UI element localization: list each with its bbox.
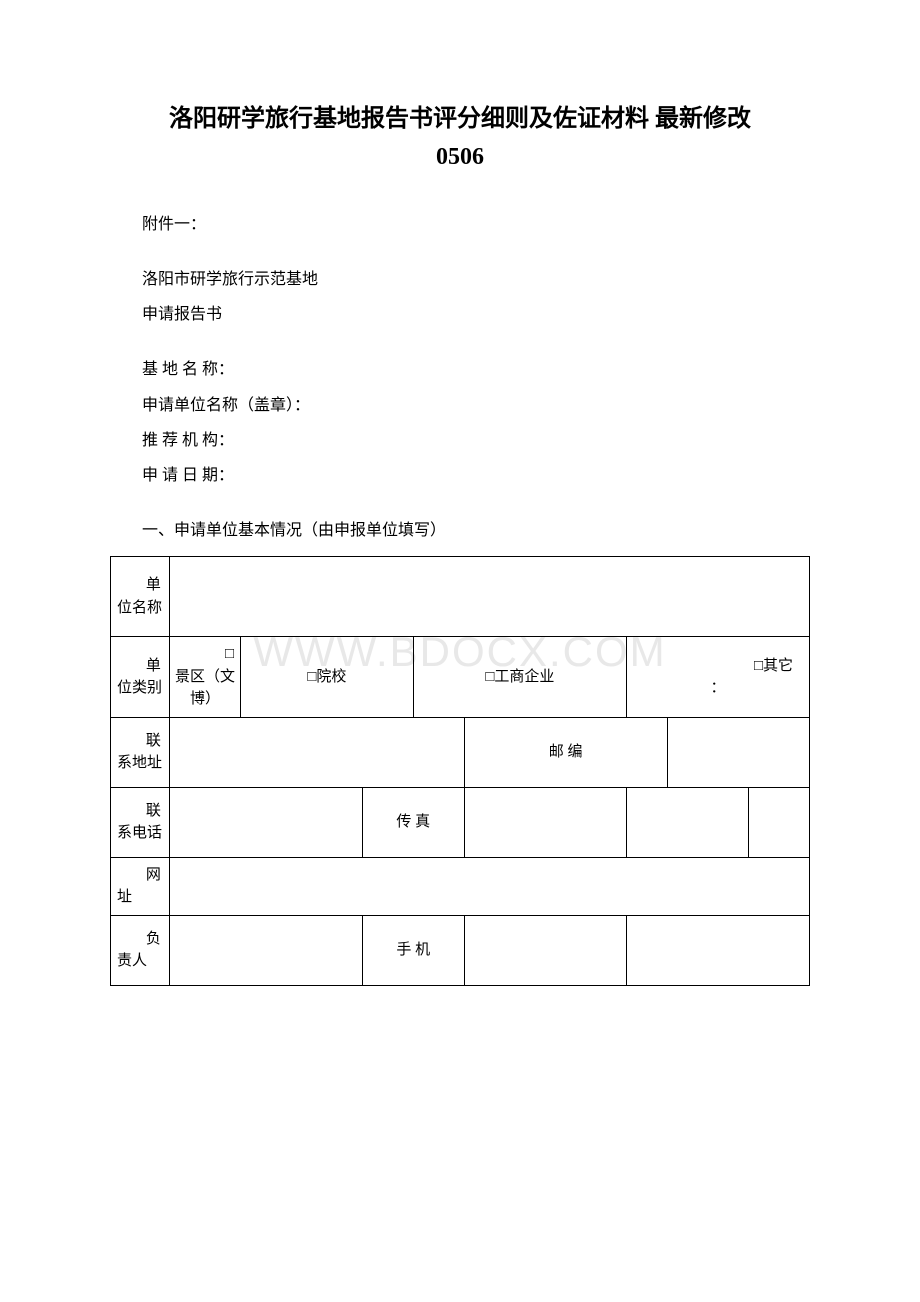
address-value (169, 717, 464, 787)
table-row: 联系电话 传 真 (111, 787, 810, 857)
application-form-table: 单位名称 单位类别 □景区（文博） □院校 □工商企业 □其它： 联系地址 邮 … (110, 556, 810, 986)
website-label: 网址 (111, 857, 170, 915)
website-value (169, 857, 809, 915)
mobile-value (464, 915, 627, 985)
doc-subtitle-1: 洛阳市研学旅行示范基地 (110, 262, 810, 297)
mobile-label: 手 机 (362, 915, 464, 985)
category-school: □院校 (241, 637, 414, 718)
field-applicant: 申请单位名称（盖章）： (110, 388, 810, 423)
table-row: 单位类别 □景区（文博） □院校 □工商企业 □其它： (111, 637, 810, 718)
category-scenic: □景区（文博） (169, 637, 240, 718)
fax-value (464, 787, 627, 857)
phone-value (169, 787, 362, 857)
postcode-value (667, 717, 809, 787)
section-1-title: 一、申请单位基本情况（由申报单位填写） (110, 513, 810, 548)
table-row: 联系地址 邮 编 (111, 717, 810, 787)
manager-label: 负责人 (111, 915, 170, 985)
attachment-label: 附件一： (110, 207, 810, 242)
category-enterprise: □工商企业 (413, 637, 626, 718)
table-row: 单位名称 (111, 557, 810, 637)
category-other: □其它： (627, 637, 810, 718)
field-base-name: 基 地 名 称： (110, 352, 810, 387)
fax-extra-1 (627, 787, 749, 857)
postcode-label: 邮 编 (464, 717, 667, 787)
doc-subtitle-2: 申请报告书 (110, 297, 810, 332)
fax-label: 传 真 (362, 787, 464, 857)
field-recommender: 推 荐 机 构： (110, 423, 810, 458)
title-line-1: 洛阳研学旅行基地报告书评分细则及佐证材料 最新修改 (169, 106, 751, 132)
title-line-2: 0506 (436, 144, 484, 170)
mobile-extra (627, 915, 810, 985)
document-title: 洛阳研学旅行基地报告书评分细则及佐证材料 最新修改 0506 (110, 100, 810, 177)
table-row: 网址 (111, 857, 810, 915)
unit-name-label: 单位名称 (111, 557, 170, 637)
address-label: 联系地址 (111, 717, 170, 787)
table-row: 负责人 手 机 (111, 915, 810, 985)
phone-label: 联系电话 (111, 787, 170, 857)
field-apply-date: 申 请 日 期： (110, 458, 810, 493)
fax-extra-2 (748, 787, 809, 857)
manager-value (169, 915, 362, 985)
unit-type-label: 单位类别 (111, 637, 170, 718)
unit-name-value (169, 557, 809, 637)
